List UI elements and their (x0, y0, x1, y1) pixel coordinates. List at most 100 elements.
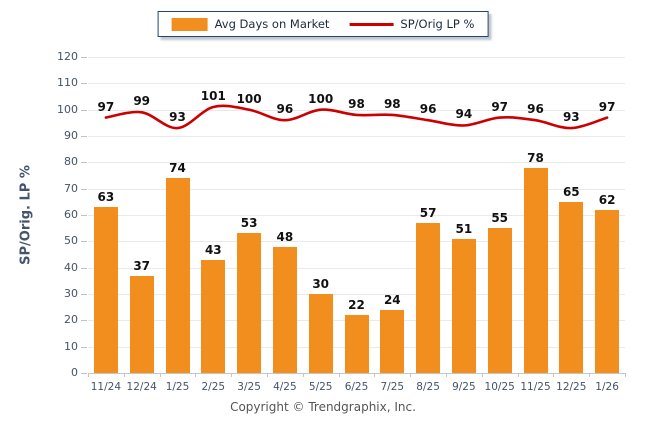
legend: Avg Days on Market SP/Orig LP % (157, 11, 489, 37)
line-value-label: 101 (200, 89, 226, 104)
line-value-label: 98 (348, 96, 365, 111)
x-axis-tick (410, 373, 412, 377)
y-tick-label: 30 (64, 287, 78, 300)
x-axis-tick (446, 373, 447, 377)
x-tick-label: 12/25 (556, 381, 587, 393)
x-tick-label: 12/24 (126, 381, 157, 393)
legend-bar-label: Avg Days on Market (214, 17, 330, 31)
bar (380, 309, 405, 373)
bar-series-swatch (171, 17, 208, 31)
y-tick-label: 120 (57, 50, 78, 63)
y-axis-tick (81, 294, 87, 295)
bar-value-label: 22 (348, 298, 365, 313)
line-value-label: 100 (236, 91, 262, 106)
gridline (88, 215, 625, 216)
y-axis-tick (81, 136, 87, 137)
legend-item-line: SP/Orig LP % (349, 17, 474, 31)
x-tick-label: 8/25 (416, 381, 440, 393)
x-axis-tick (195, 373, 197, 377)
line-value-label: 93 (562, 110, 580, 125)
x-axis-tick (517, 373, 519, 377)
bar-value-label: 24 (383, 292, 401, 307)
bar-value-label: 63 (97, 190, 115, 205)
bar-value-label: 53 (240, 216, 258, 231)
x-tick-label: 6/25 (344, 381, 369, 393)
bar-value-label: 48 (276, 229, 294, 244)
bar (344, 315, 369, 373)
y-tick-label: 40 (64, 260, 78, 274)
y-tick-label: 80 (64, 155, 78, 169)
line-value-label: 96 (419, 102, 437, 117)
y-axis-tick (81, 57, 87, 58)
bar (308, 294, 333, 373)
y-axis-tick (81, 162, 87, 164)
y-axis-tick (81, 188, 87, 190)
x-tick-label: 11/24 (90, 381, 122, 393)
y-axis-tick (81, 215, 87, 216)
x-axis-tick (302, 373, 304, 377)
y-axis-tick (81, 346, 87, 348)
y-axis-tick (81, 373, 87, 374)
line-value-label: 100 (308, 91, 334, 106)
y-axis-tick (81, 83, 87, 85)
bar-value-label: 62 (598, 192, 616, 207)
y-tick-label: 70 (64, 181, 78, 195)
x-axis-line (88, 373, 625, 374)
bar (559, 201, 584, 373)
bar-value-label: 74 (169, 161, 186, 176)
x-axis-tick (481, 373, 483, 377)
bar-value-label: 51 (455, 221, 473, 236)
x-tick-label: 4/25 (273, 381, 297, 393)
copyright-text: Copyright © Trendgraphix, Inc. (230, 400, 416, 414)
line-value-label: 96 (276, 102, 294, 117)
line-value-label: 97 (97, 99, 115, 114)
bar-value-label: 78 (527, 150, 544, 165)
bar (93, 207, 118, 373)
gridline (88, 267, 625, 269)
y-tick-label: 90 (64, 129, 78, 142)
gridline (88, 162, 625, 164)
x-axis-tick (589, 373, 591, 377)
x-tick-label: 7/25 (380, 381, 405, 393)
y-axis-title: SP/Orig. LP % (18, 165, 34, 265)
y-tick-label: 100 (57, 102, 78, 116)
bar (272, 246, 297, 373)
x-axis-tick (267, 373, 268, 377)
bar-value-label: 30 (312, 277, 330, 291)
x-axis-tick (159, 373, 161, 377)
bar-value-label: 57 (419, 205, 437, 220)
x-axis-tick (374, 373, 376, 377)
y-tick-label: 10 (64, 339, 78, 353)
x-axis-tick (231, 373, 233, 377)
x-tick-label: 2/25 (201, 381, 226, 393)
bar-value-label: 43 (204, 242, 222, 257)
line-series-swatch (349, 22, 394, 26)
y-axis-tick (81, 241, 87, 243)
bar (451, 238, 476, 373)
x-axis-tick (625, 373, 626, 377)
y-axis-tick (81, 109, 87, 111)
y-tick-label: 110 (57, 76, 78, 90)
bar (487, 228, 512, 373)
x-tick-label: 9/25 (452, 381, 476, 393)
x-axis-tick (88, 373, 89, 377)
line-value-label: 99 (133, 94, 151, 109)
bar (165, 178, 190, 373)
bar (129, 275, 154, 373)
y-tick-label: 0 (71, 366, 78, 379)
bar (237, 233, 262, 373)
bar-value-label: 55 (491, 211, 509, 226)
y-tick-label: 50 (64, 234, 78, 248)
gridline (88, 294, 625, 295)
bar-value-label: 65 (562, 184, 580, 199)
gridline (88, 188, 625, 190)
x-tick-label: 5/25 (308, 381, 333, 393)
y-tick-label: 60 (64, 208, 78, 221)
x-axis-tick (338, 373, 340, 377)
gridline (88, 83, 625, 85)
y-tick-label: 20 (64, 313, 78, 327)
x-tick-label: 10/25 (484, 381, 515, 393)
gridline (88, 57, 625, 58)
bar (416, 222, 441, 373)
